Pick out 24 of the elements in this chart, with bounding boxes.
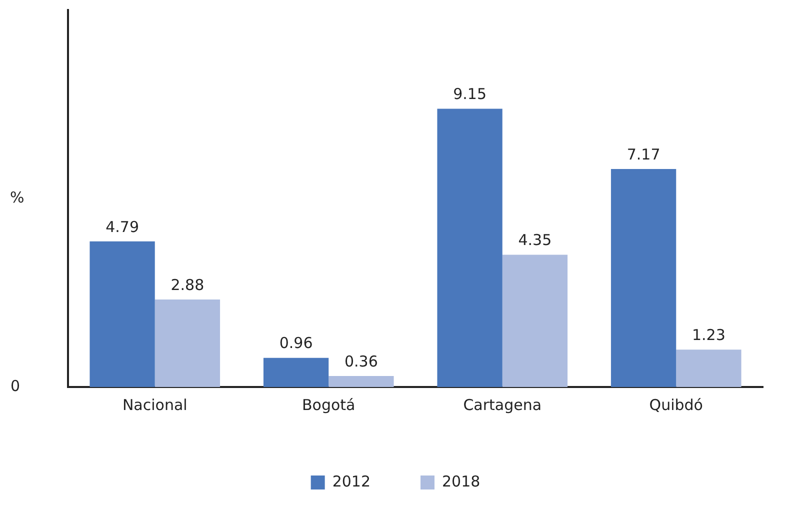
- data-label: 7.17: [626, 145, 660, 164]
- bar: [437, 108, 502, 387]
- bar: [263, 358, 329, 387]
- data-label: 1.23: [692, 326, 726, 344]
- bar: [328, 376, 394, 387]
- x-tick-label: Cartagena: [463, 396, 542, 414]
- data-label: 0.96: [279, 334, 313, 352]
- x-tick-label: Nacional: [122, 396, 188, 414]
- legend-label: 2018: [442, 472, 480, 490]
- legend-label: 2012: [332, 472, 371, 490]
- data-label: 2.88: [170, 276, 204, 294]
- bar: [502, 254, 568, 387]
- bar: [676, 350, 742, 387]
- bar: [90, 241, 155, 387]
- data-label: 9.15: [453, 85, 486, 104]
- data-label: 0.36: [344, 352, 378, 370]
- data-label: 4.35: [518, 231, 552, 250]
- text: 0: [10, 376, 20, 395]
- bar: [154, 299, 220, 387]
- y-axis-title: %: [10, 188, 24, 206]
- data-label: 4.79: [106, 218, 139, 236]
- x-tick-label: Bogotá: [302, 396, 356, 414]
- bar: [610, 169, 676, 387]
- x-tick-label: Quibdó: [649, 396, 703, 414]
